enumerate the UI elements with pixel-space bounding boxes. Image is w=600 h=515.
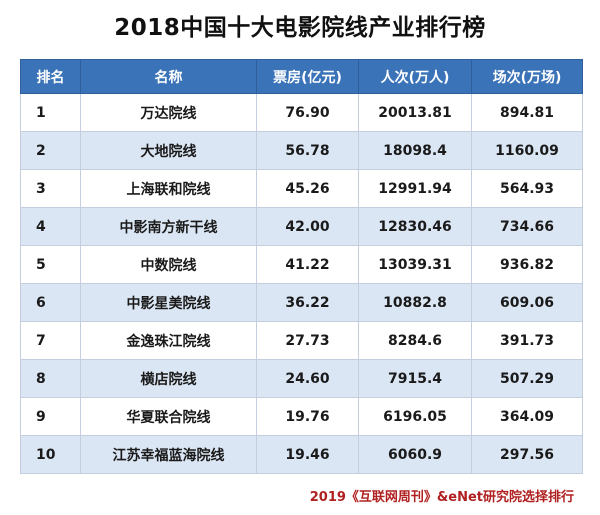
cell-name: 江苏幸福蓝海院线 <box>80 435 257 474</box>
cell-box-office: 45.26 <box>256 169 359 208</box>
cell-screenings: 1160.09 <box>471 131 583 170</box>
cell-screenings: 734.66 <box>471 207 583 246</box>
column-header-screenings: 场次(万场) <box>471 59 583 94</box>
table-row: 2 大地院线 56.78 18098.4 1160.09 <box>20 131 583 170</box>
column-header-rank: 排名 <box>20 59 81 94</box>
cell-rank: 2 <box>20 131 81 170</box>
cell-rank: 9 <box>20 397 81 436</box>
table-row: 1 万达院线 76.90 20013.81 894.81 <box>20 93 583 132</box>
cell-rank: 5 <box>20 245 81 284</box>
cell-screenings: 609.06 <box>471 283 583 322</box>
cell-admissions: 10882.8 <box>358 283 472 322</box>
cell-name: 大地院线 <box>80 131 257 170</box>
cell-box-office: 24.60 <box>256 359 359 398</box>
cell-rank: 7 <box>20 321 81 360</box>
cell-admissions: 6060.9 <box>358 435 472 474</box>
cell-name: 中影南方新干线 <box>80 207 257 246</box>
cell-admissions: 12830.46 <box>358 207 472 246</box>
table-row: 10 江苏幸福蓝海院线 19.46 6060.9 297.56 <box>20 435 583 474</box>
cell-box-office: 27.73 <box>256 321 359 360</box>
column-header-name: 名称 <box>80 59 257 94</box>
cell-name: 万达院线 <box>80 93 257 132</box>
cell-box-office: 42.00 <box>256 207 359 246</box>
table-row: 4 中影南方新干线 42.00 12830.46 734.66 <box>20 207 583 246</box>
cell-screenings: 564.93 <box>471 169 583 208</box>
cell-admissions: 6196.05 <box>358 397 472 436</box>
chart-title: 2018中国十大电影院线产业排行榜 <box>114 15 486 41</box>
column-header-box-office: 票房(亿元) <box>256 59 359 94</box>
cell-screenings: 297.56 <box>471 435 583 474</box>
cell-admissions: 12991.94 <box>358 169 472 208</box>
cell-admissions: 20013.81 <box>358 93 472 132</box>
table-row: 6 中影星美院线 36.22 10882.8 609.06 <box>20 283 583 322</box>
cell-rank: 10 <box>20 435 81 474</box>
cell-box-office: 76.90 <box>256 93 359 132</box>
cell-rank: 4 <box>20 207 81 246</box>
cell-box-office: 19.46 <box>256 435 359 474</box>
cell-box-office: 36.22 <box>256 283 359 322</box>
cell-screenings: 391.73 <box>471 321 583 360</box>
table-body: 1 万达院线 76.90 20013.81 894.81 2 大地院线 56.78 18098.… <box>20 93 583 474</box>
table-row: 7 金逸珠江院线 27.73 8284.6 391.73 <box>20 321 583 360</box>
cell-rank: 3 <box>20 169 81 208</box>
column-header-admissions: 人次(万人) <box>358 59 472 94</box>
cell-admissions: 8284.6 <box>358 321 472 360</box>
ranking-table: 排名 名称 票房(亿元) 人次(万人) 场次(万场) 1 万达院线 76.90 200… <box>20 59 583 474</box>
cell-screenings: 936.82 <box>471 245 583 284</box>
table-row: 3 上海联和院线 45.26 12991.94 564.93 <box>20 169 583 208</box>
table-header-row: 排名 名称 票房(亿元) 人次(万人) 场次(万场) <box>20 59 583 94</box>
cell-screenings: 364.09 <box>471 397 583 436</box>
cell-rank: 8 <box>20 359 81 398</box>
cell-rank: 6 <box>20 283 81 322</box>
cell-box-office: 41.22 <box>256 245 359 284</box>
source-note: 2019《互联网周刊》&eNet研究院选择排行 <box>309 490 574 505</box>
cell-rank: 1 <box>20 93 81 132</box>
table-row: 8 横店院线 24.60 7915.4 507.29 <box>20 359 583 398</box>
table-row: 5 中数院线 41.22 13039.31 936.82 <box>20 245 583 284</box>
cell-screenings: 894.81 <box>471 93 583 132</box>
table-row: 9 华夏联合院线 19.76 6196.05 364.09 <box>20 397 583 436</box>
cell-admissions: 13039.31 <box>358 245 472 284</box>
cell-box-office: 56.78 <box>256 131 359 170</box>
cell-admissions: 7915.4 <box>358 359 472 398</box>
cell-name: 上海联和院线 <box>80 169 257 208</box>
cell-name: 横店院线 <box>80 359 257 398</box>
cell-name: 中数院线 <box>80 245 257 284</box>
cell-name: 金逸珠江院线 <box>80 321 257 360</box>
cell-name: 中影星美院线 <box>80 283 257 322</box>
cell-admissions: 18098.4 <box>358 131 472 170</box>
cell-name: 华夏联合院线 <box>80 397 257 436</box>
cell-box-office: 19.76 <box>256 397 359 436</box>
cell-screenings: 507.29 <box>471 359 583 398</box>
